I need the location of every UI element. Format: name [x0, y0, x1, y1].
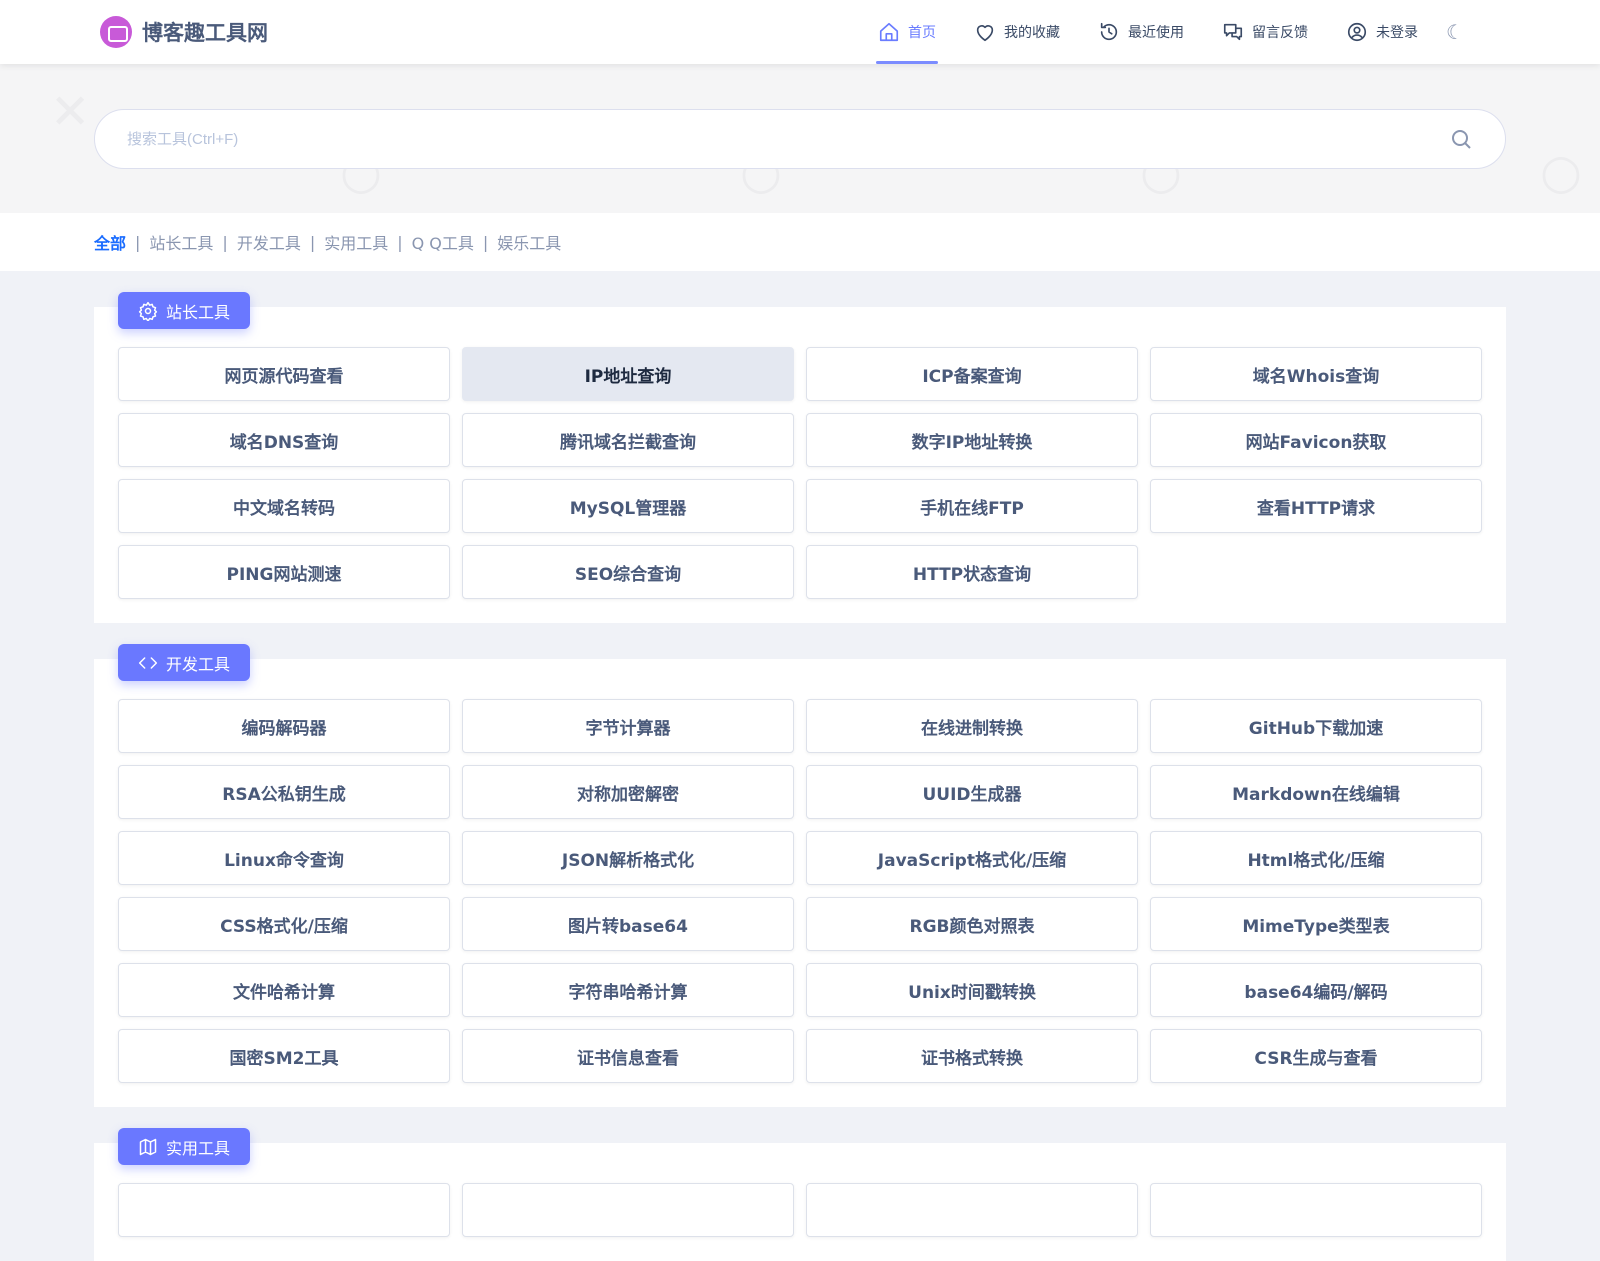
tool-button[interactable]: Html格式化/压缩	[1150, 831, 1482, 885]
filter-link[interactable]: 开发工具	[236, 234, 301, 253]
filter-link[interactable]: 娱乐工具	[497, 234, 562, 253]
separator: |	[397, 232, 403, 252]
nav-item[interactable]: 最近使用	[1098, 0, 1184, 64]
tool-button[interactable]: JSON解析格式化	[462, 831, 794, 885]
tool-button[interactable]: ICP备案查询	[806, 347, 1138, 401]
tool-section: 开发工具编码解码器 字节计算器 在线进制转换 GitHub下载加速 RSA公私钥生成 对称…	[94, 644, 1506, 1107]
code-icon	[138, 656, 158, 669]
user-icon	[1347, 22, 1367, 42]
section-label[interactable]: 实用工具	[118, 1128, 250, 1165]
filter-link[interactable]: Q Q工具	[411, 234, 474, 253]
separator: |	[309, 232, 316, 252]
section-title: 站长工具	[165, 302, 230, 322]
section-title: 开发工具	[165, 654, 230, 674]
tool-button[interactable]: Markdown在线编辑	[1150, 765, 1482, 819]
nav-label: 未登录	[1376, 25, 1418, 41]
home-icon	[879, 22, 899, 42]
tool-button[interactable]: 域名DNS查询	[118, 413, 450, 467]
search-icon[interactable]	[1449, 127, 1473, 151]
tool-button[interactable]: PING网站测速	[118, 545, 450, 599]
category-filter: 全部 | 站长工具 | 开发工具 | 实用工具 | Q Q工具 | 娱乐工具	[0, 213, 1600, 271]
nav-item[interactable]: 我的收藏	[974, 0, 1060, 64]
tool-button[interactable]: UUID生成器	[806, 765, 1138, 819]
separator: |	[482, 232, 489, 252]
heart-icon	[976, 25, 994, 42]
tool-button[interactable]: 网页源代码查看	[118, 347, 450, 401]
toolbox-icon	[100, 16, 132, 48]
tool-section: 实用工具	[94, 1128, 1506, 1261]
nav-label: 我的收藏	[1004, 25, 1060, 41]
tool-button[interactable]: base64编码/解码	[1150, 963, 1482, 1017]
section-title: 实用工具	[165, 1138, 230, 1158]
filter-link[interactable]: 全部	[94, 234, 127, 253]
tool-button[interactable]: GitHub下载加速	[1150, 699, 1482, 753]
tool-button[interactable]: IP地址查询	[462, 347, 794, 401]
tool-button[interactable]: CSR生成与查看	[1150, 1029, 1482, 1083]
tool-button[interactable]: Linux命令查询	[118, 831, 450, 885]
search-input[interactable]	[127, 130, 1449, 148]
nav-label: 最近使用	[1128, 25, 1184, 41]
nav-label: 留言反馈	[1252, 25, 1308, 41]
search-banner: ✕ ○ ○ ○ ○	[0, 64, 1600, 213]
decor-x-icon: ✕	[50, 84, 91, 140]
tool-button[interactable]: 证书格式转换	[806, 1029, 1138, 1083]
tool-button[interactable]: MimeType类型表	[1150, 897, 1482, 951]
nav-item[interactable]: 未登录	[1346, 0, 1418, 64]
history-icon	[1100, 22, 1118, 41]
top-navbar: 博客趣工具网 首页 我的收藏 最近使用 留言反馈 未登录 ☾	[0, 0, 1600, 64]
nav-item[interactable]: 首页	[876, 0, 938, 64]
site-logo[interactable]: 博客趣工具网	[100, 16, 268, 48]
tool-button[interactable]: 证书信息查看	[462, 1029, 794, 1083]
tool-button[interactable]: JavaScript格式化/压缩	[806, 831, 1138, 885]
tool-button[interactable]: CSS格式化/压缩	[118, 897, 450, 951]
site-title: 博客趣工具网	[142, 21, 268, 45]
chat-icon	[1223, 23, 1243, 41]
tool-button[interactable]: RGB颜色对照表	[806, 897, 1138, 951]
tool-button[interactable]: 手机在线FTP	[806, 479, 1138, 533]
filter-link[interactable]: 站长工具	[149, 234, 214, 253]
map-icon	[139, 1138, 157, 1155]
main-nav: 首页 我的收藏 最近使用 留言反馈 未登录 ☾	[876, 0, 1464, 64]
decor-circle-icon: ○	[1540, 144, 1582, 200]
nav-item[interactable]: 留言反馈	[1222, 0, 1308, 64]
tool-button[interactable]: 数字IP地址转换	[806, 413, 1138, 467]
separator: |	[135, 232, 141, 252]
tool-button[interactable]	[1150, 1183, 1482, 1237]
separator: |	[222, 232, 228, 252]
tool-button[interactable]: MySQL管理器	[462, 479, 794, 533]
tool-button[interactable]: HTTP状态查询	[806, 545, 1138, 599]
tool-button[interactable]	[118, 1183, 450, 1237]
tool-button[interactable]: 中文域名转码	[118, 479, 450, 533]
tool-button[interactable]: 编码解码器	[118, 699, 450, 753]
section-label[interactable]: 站长工具	[118, 292, 250, 329]
tool-button[interactable]: RSA公私钥生成	[118, 765, 450, 819]
filter-link[interactable]: 实用工具	[324, 234, 389, 253]
tool-button[interactable]: 字符串哈希计算	[462, 963, 794, 1017]
tool-button[interactable]: 在线进制转换	[806, 699, 1138, 753]
gear-icon	[138, 301, 158, 321]
tool-button[interactable]: 对称加密解密	[462, 765, 794, 819]
tool-button[interactable]: 国密SM2工具	[118, 1029, 450, 1083]
tool-button[interactable]: 网站Favicon获取	[1150, 413, 1482, 467]
tool-section: 站长工具网页源代码查看 IP地址查询 ICP备案查询 域名Whois查询域名DNS查询…	[94, 292, 1506, 623]
nav-label: 首页	[908, 25, 936, 41]
moon-icon[interactable]: ☾	[1446, 20, 1464, 44]
tool-button[interactable]: 文件哈希计算	[118, 963, 450, 1017]
tool-button[interactable]: 图片转base64	[462, 897, 794, 951]
tool-button[interactable]	[462, 1183, 794, 1237]
search-field[interactable]	[94, 109, 1506, 169]
tool-button[interactable]: 字节计算器	[462, 699, 794, 753]
tool-button[interactable]: 域名Whois查询	[1150, 347, 1482, 401]
tool-button[interactable]	[806, 1183, 1138, 1237]
tool-button[interactable]: SEO综合查询	[462, 545, 794, 599]
section-label[interactable]: 开发工具	[118, 644, 250, 681]
tool-button[interactable]: Unix时间戳转换	[806, 963, 1138, 1017]
tool-button[interactable]: 腾讯域名拦截查询	[462, 413, 794, 467]
tool-button[interactable]: 查看HTTP请求	[1150, 479, 1482, 533]
